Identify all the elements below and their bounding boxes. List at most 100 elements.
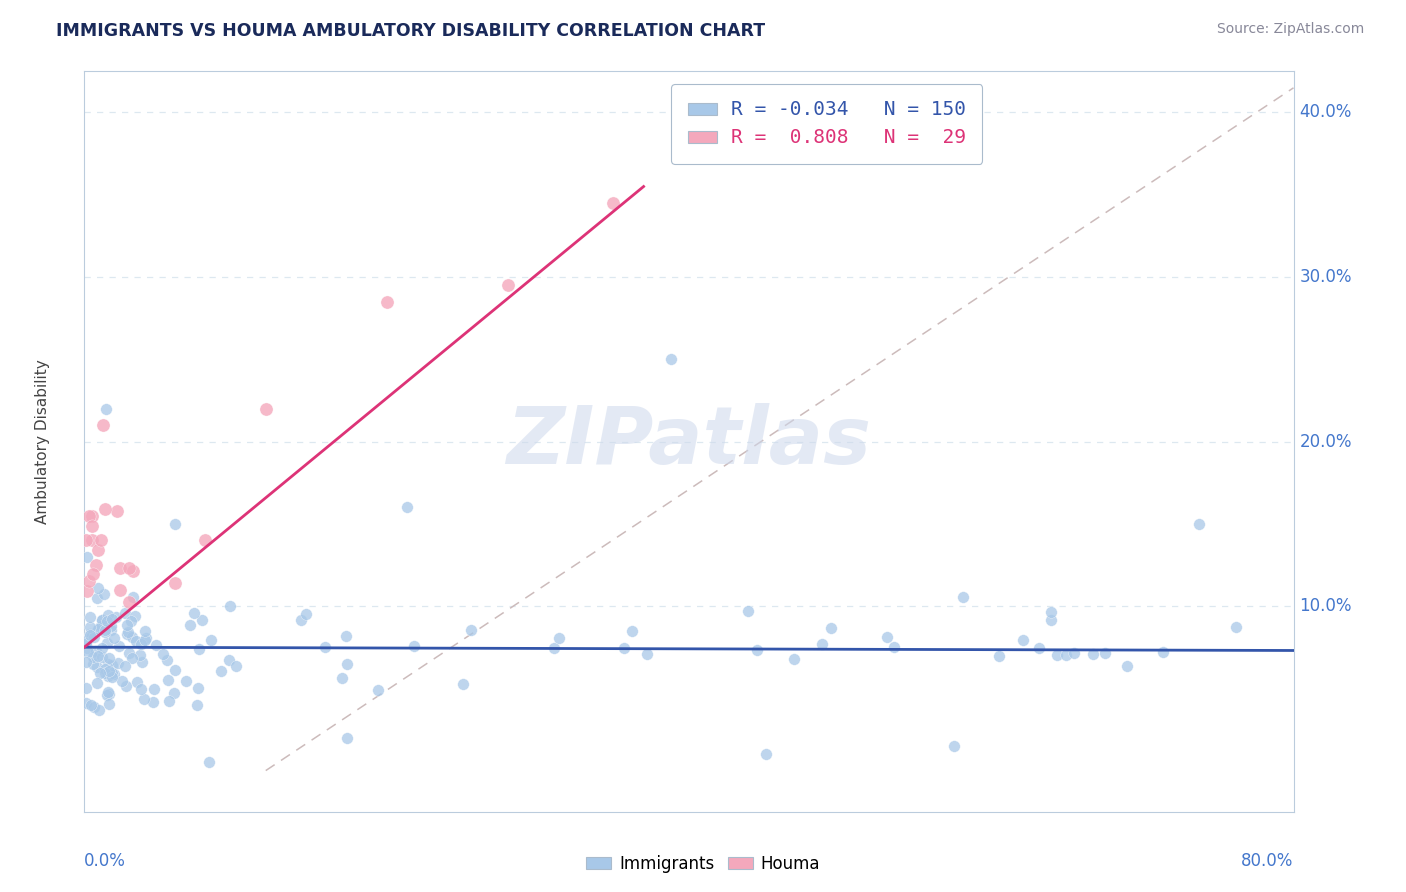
Point [79, 620, 101, 634]
Point [110, 561, 132, 575]
Point [191, 613, 214, 627]
Point [636, 647, 658, 661]
Point [404, 639, 426, 653]
Point [76, 641, 98, 656]
Point [96, 401, 118, 416]
Point [79, 628, 101, 642]
Point [120, 614, 142, 628]
Point [336, 657, 359, 672]
Point [375, 294, 398, 309]
Point [80, 508, 103, 523]
Point [94, 663, 117, 677]
Point [101, 665, 124, 680]
Point [115, 679, 138, 693]
Point [83, 699, 105, 714]
Point [97, 651, 120, 665]
Point [82, 533, 104, 548]
Point [76, 633, 98, 648]
Point [122, 590, 145, 604]
Point [183, 606, 205, 620]
Point [548, 631, 571, 645]
Point [295, 607, 318, 622]
Text: Ambulatory Disability: Ambulatory Disability [35, 359, 49, 524]
Point [97, 608, 120, 623]
Point [108, 639, 131, 653]
Text: 40.0%: 40.0% [1299, 103, 1353, 121]
Point [84, 644, 107, 658]
Text: IMMIGRANTS VS HOUMA AMBULATORY DISABILITY CORRELATION CHART: IMMIGRANTS VS HOUMA AMBULATORY DISABILIT… [56, 22, 765, 40]
Point [98, 666, 121, 681]
Point [156, 652, 179, 666]
Point [82, 566, 104, 581]
Point [75, 655, 97, 669]
Point [200, 632, 222, 647]
Text: 20.0%: 20.0% [1299, 433, 1353, 450]
Point [118, 646, 141, 660]
Point [820, 621, 842, 635]
Text: ZIPatlas: ZIPatlas [506, 402, 872, 481]
Point [367, 683, 389, 698]
Point [1116, 659, 1139, 673]
Point [174, 673, 197, 688]
Point [97, 657, 120, 671]
Point [91, 613, 114, 627]
Point [1063, 646, 1085, 660]
Point [94, 624, 117, 639]
Point [952, 591, 974, 605]
Point [91, 650, 114, 665]
Point [157, 694, 180, 708]
Point [105, 609, 128, 624]
Point [75, 636, 97, 650]
Point [107, 656, 129, 670]
Point [87, 581, 110, 595]
Point [75, 696, 97, 710]
Point [737, 604, 759, 618]
Point [93, 623, 115, 637]
Point [496, 278, 519, 293]
Point [87, 622, 110, 636]
Point [93, 587, 115, 601]
Point [114, 658, 136, 673]
Point [80, 518, 103, 533]
Point [122, 564, 145, 578]
Point [89, 665, 111, 680]
Point [94, 501, 117, 516]
Point [79, 627, 101, 641]
Point [335, 731, 357, 745]
Point [218, 653, 240, 667]
Point [86, 558, 108, 572]
Point [942, 739, 965, 753]
Point [988, 648, 1011, 663]
Text: 10.0%: 10.0% [1299, 597, 1353, 615]
Point [165, 576, 187, 591]
Point [75, 681, 97, 695]
Point [145, 639, 167, 653]
Text: 80.0%: 80.0% [1241, 853, 1294, 871]
Point [613, 641, 636, 656]
Point [1188, 516, 1211, 531]
Point [103, 666, 125, 681]
Text: Source: ZipAtlas.com: Source: ZipAtlas.com [1216, 22, 1364, 37]
Point [86, 660, 108, 674]
Point [209, 664, 232, 678]
Point [876, 630, 898, 644]
Point [1094, 646, 1116, 660]
Legend: Immigrants, Houma: Immigrants, Houma [579, 848, 827, 880]
Point [87, 649, 110, 664]
Point [134, 624, 156, 639]
Point [97, 684, 120, 698]
Point [118, 561, 141, 575]
Point [111, 673, 134, 688]
Point [335, 629, 357, 643]
Point [82, 649, 104, 664]
Legend: R = -0.034   N = 150, R =  0.808   N =  29: R = -0.034 N = 150, R = 0.808 N = 29 [672, 84, 983, 163]
Point [620, 624, 643, 639]
Point [101, 670, 124, 684]
Point [80, 628, 103, 642]
Point [114, 606, 136, 620]
Point [110, 583, 132, 598]
Point [76, 549, 98, 564]
Point [128, 648, 150, 662]
Point [90, 619, 112, 633]
Point [100, 618, 122, 632]
